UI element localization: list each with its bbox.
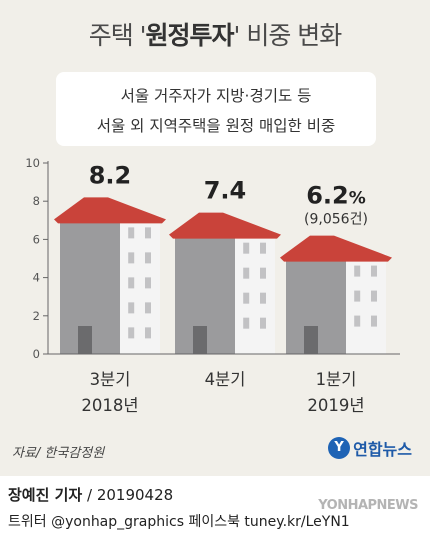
watermark: YONHAPNEWS bbox=[318, 498, 418, 513]
building-roof bbox=[280, 235, 392, 262]
building-window bbox=[128, 227, 135, 239]
subtitle-line-2: 서울 외 지역주택을 원정 매입한 비중 bbox=[96, 117, 336, 135]
infographic-card: 주택 '원정투자' 비중 변화 서울 거주자가 지방·경기도 등 서울 외 지역… bbox=[0, 0, 430, 476]
building-window bbox=[260, 317, 266, 329]
data-label: 7.4 bbox=[204, 177, 247, 205]
x-category-year: 2018년 bbox=[81, 396, 138, 415]
building-window bbox=[243, 317, 250, 329]
data-label: 6.2% bbox=[306, 182, 366, 210]
building-window bbox=[145, 277, 151, 289]
data-label-unit: % bbox=[349, 189, 366, 209]
building-window bbox=[260, 242, 266, 254]
y-tick-label: 10 bbox=[25, 156, 40, 170]
y-tick-label: 0 bbox=[33, 347, 40, 361]
title-highlight: 원정투자 bbox=[145, 21, 235, 50]
reporter-credit: 장예진 기자 / 20190428 bbox=[8, 484, 173, 505]
x-category-label: 3분기 bbox=[90, 370, 131, 389]
building-window bbox=[145, 252, 151, 264]
reporter-name: 장예진 기자 bbox=[8, 486, 83, 504]
y-tick-label: 4 bbox=[33, 271, 40, 285]
data-annotation: (9,056건) bbox=[304, 212, 368, 228]
building-window bbox=[354, 290, 361, 302]
page-title: 주택 '원정투자' 비중 변화 bbox=[0, 16, 430, 52]
credit-date: / 20190428 bbox=[82, 486, 174, 504]
building-door bbox=[304, 326, 318, 354]
building-window bbox=[145, 302, 151, 314]
x-category-label: 4분기 bbox=[205, 370, 246, 389]
building-roof bbox=[169, 212, 281, 239]
building-window bbox=[145, 327, 151, 339]
y-tick-label: 8 bbox=[33, 194, 40, 208]
building-bar-chart: 0 2 4 6 8 10 8.2 3분기 2018년 7.4 4분기 6.2% (9,056건) 1분기 2… bbox=[25, 156, 400, 415]
building-side bbox=[235, 230, 275, 354]
building-window bbox=[243, 292, 250, 304]
yonhap-logo-text: 연합뉴스 bbox=[353, 440, 412, 459]
building-window bbox=[354, 265, 361, 277]
yonhap-logo: Y 연합뉴스 bbox=[328, 436, 412, 460]
building-window bbox=[128, 277, 135, 289]
building-window bbox=[354, 315, 361, 327]
subtitle-line-1: 서울 거주자가 지방·경기도 등 bbox=[120, 87, 312, 105]
building-window bbox=[243, 267, 250, 279]
building-window bbox=[371, 290, 377, 302]
social-footer: 트위터 @yonhap_graphics 페이스북 tuney.kr/LeYN1 bbox=[8, 514, 350, 530]
building-window bbox=[243, 242, 250, 254]
building-window bbox=[260, 292, 266, 304]
building-window bbox=[371, 265, 377, 277]
building-window bbox=[145, 227, 151, 239]
building-window bbox=[371, 315, 377, 327]
building-side bbox=[120, 215, 160, 354]
data-label: 8.2 bbox=[89, 161, 132, 189]
source-note: 자료/ 한국감정원 bbox=[12, 446, 105, 461]
building-door bbox=[78, 326, 92, 354]
title-post: ' 비중 변화 bbox=[233, 21, 343, 50]
y-tick-label: 6 bbox=[33, 232, 40, 246]
building-door bbox=[193, 326, 207, 354]
building-side bbox=[346, 253, 386, 354]
building-window bbox=[128, 327, 135, 339]
yonhap-logo-icon: Y bbox=[328, 437, 351, 459]
x-category-year: 2019년 bbox=[307, 396, 364, 415]
y-tick-label: 2 bbox=[33, 309, 40, 323]
subtitle-box: 서울 거주자가 지방·경기도 등 서울 외 지역주택을 원정 매입한 비중 bbox=[56, 72, 376, 146]
building-roof bbox=[54, 197, 166, 224]
x-category-label: 1분기 bbox=[316, 370, 357, 389]
building-window bbox=[260, 267, 266, 279]
building-window bbox=[128, 302, 135, 314]
building-window bbox=[128, 252, 135, 264]
title-pre: 주택 ' bbox=[88, 21, 147, 50]
